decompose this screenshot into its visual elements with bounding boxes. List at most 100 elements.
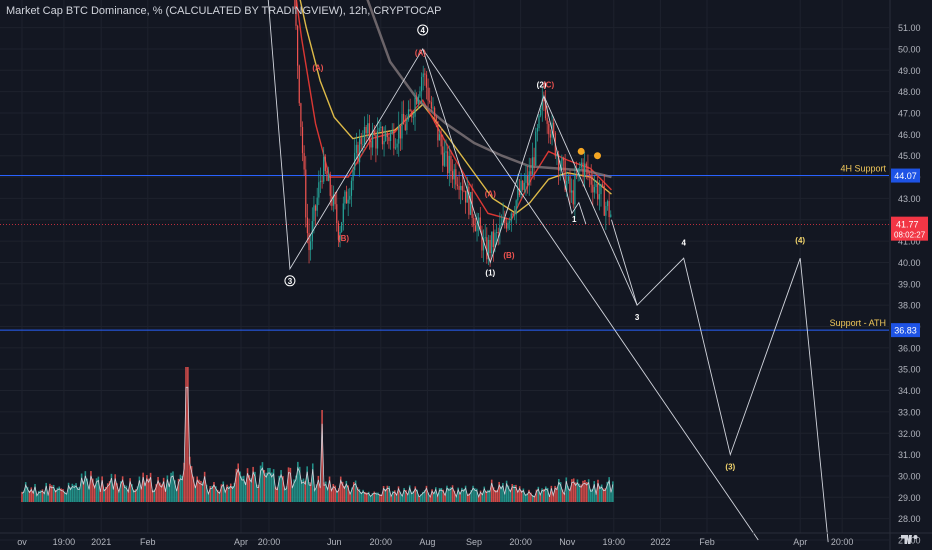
volume-bar — [220, 484, 223, 502]
volume-bar — [563, 493, 566, 502]
volume-bar — [561, 489, 564, 502]
candle-body — [375, 134, 377, 149]
volume-bar — [448, 488, 450, 502]
volume-bar — [517, 490, 519, 502]
volume-bar — [585, 482, 588, 502]
volume-bar — [405, 490, 407, 502]
candle-body — [593, 186, 596, 193]
candle-body — [306, 217, 309, 234]
volume-bar — [131, 484, 133, 502]
candle-body — [579, 167, 581, 169]
price-tick-label: 31.00 — [898, 450, 921, 460]
volume-bar — [93, 485, 96, 502]
volume-bar — [386, 485, 389, 502]
volume-bar — [393, 490, 396, 502]
support-price-tag-label: 44.07 — [894, 171, 917, 181]
volume-bar — [235, 468, 238, 502]
candle-body — [504, 217, 506, 223]
volume-bar — [276, 487, 279, 502]
volume-bar — [531, 495, 534, 502]
candle-body — [316, 197, 318, 211]
candle-body — [396, 143, 398, 148]
candle-body — [318, 182, 320, 198]
volume-bar — [403, 487, 405, 502]
volume-bar — [211, 485, 213, 502]
candle-body — [412, 116, 415, 118]
volume-bar — [170, 472, 172, 502]
volume-bar — [472, 485, 474, 502]
volume-bar — [116, 483, 118, 502]
candle-body — [482, 238, 485, 251]
wave-label: 3 — [288, 277, 293, 286]
volume-bar — [505, 480, 508, 502]
candle-body — [401, 113, 403, 139]
volume-bar — [490, 479, 493, 502]
volume-bar — [546, 487, 549, 502]
wave-label: (B) — [338, 234, 349, 243]
volume-bar — [278, 475, 281, 502]
volume-bar — [308, 482, 310, 502]
projection-path — [611, 219, 829, 543]
candle-body — [549, 134, 552, 138]
candle-body — [517, 188, 519, 201]
candle-body — [598, 194, 600, 200]
volume-bar — [500, 486, 502, 502]
candle-body — [580, 162, 583, 168]
wave-label: (A) — [312, 63, 323, 72]
candle-body — [487, 239, 490, 260]
volume-bar — [349, 492, 351, 502]
volume-bar — [32, 491, 34, 502]
candle-body — [540, 109, 542, 116]
volume-bar — [347, 485, 349, 502]
price-tick-label: 36.00 — [898, 343, 921, 353]
volume-bar — [572, 478, 575, 502]
price-tick-label: 30.00 — [898, 471, 921, 481]
candle-body — [497, 232, 499, 234]
time-tick-label: Feb — [699, 537, 715, 547]
candle-body — [567, 176, 569, 181]
volume-bar — [556, 487, 558, 502]
volume-bar — [498, 481, 500, 502]
volume-bar — [608, 477, 610, 502]
time-axis[interactable]: ov 19:00 2021 Feb Apr 20:00 Jun 20:00 Aug Sep 20:0… — [0, 532, 932, 547]
candle-body — [548, 123, 550, 135]
volume-bar — [543, 489, 545, 502]
candle-body — [461, 185, 463, 191]
candle-body — [334, 194, 336, 205]
candle-body — [502, 217, 504, 224]
volume-bar — [548, 496, 551, 502]
volume-bar — [174, 480, 176, 502]
candle-body — [479, 217, 481, 231]
wave-label: (A) — [485, 189, 496, 198]
volume-bar — [37, 490, 40, 502]
volume-bar — [530, 492, 532, 502]
volume-bar — [313, 488, 316, 502]
volume-bar — [474, 488, 476, 502]
volume-bar — [522, 488, 525, 502]
candle-body — [352, 170, 354, 181]
volume-bar — [293, 479, 295, 502]
volume-bar — [45, 482, 48, 502]
volume-bar — [269, 467, 271, 502]
time-tick-label: 20:00 — [831, 537, 854, 547]
hand-pointer-icon — [593, 152, 601, 160]
candle-body — [388, 137, 390, 141]
wave-line — [422, 48, 759, 541]
candle-body — [544, 100, 547, 119]
candle-body — [344, 191, 346, 204]
candle-body — [336, 204, 338, 224]
volume-bar — [382, 485, 385, 502]
volume-bar — [304, 480, 307, 502]
price-tick-label: 35.00 — [898, 365, 921, 375]
volume-bar — [597, 479, 599, 502]
volume-bar — [520, 490, 523, 502]
candle-body — [435, 116, 437, 122]
wave-line — [267, 0, 587, 271]
volume-bar — [209, 486, 212, 502]
volume-bar — [576, 479, 579, 502]
volume-bar — [399, 491, 402, 502]
candle-body — [416, 97, 418, 104]
volume-bar — [416, 489, 418, 502]
volume-bar — [407, 493, 409, 502]
